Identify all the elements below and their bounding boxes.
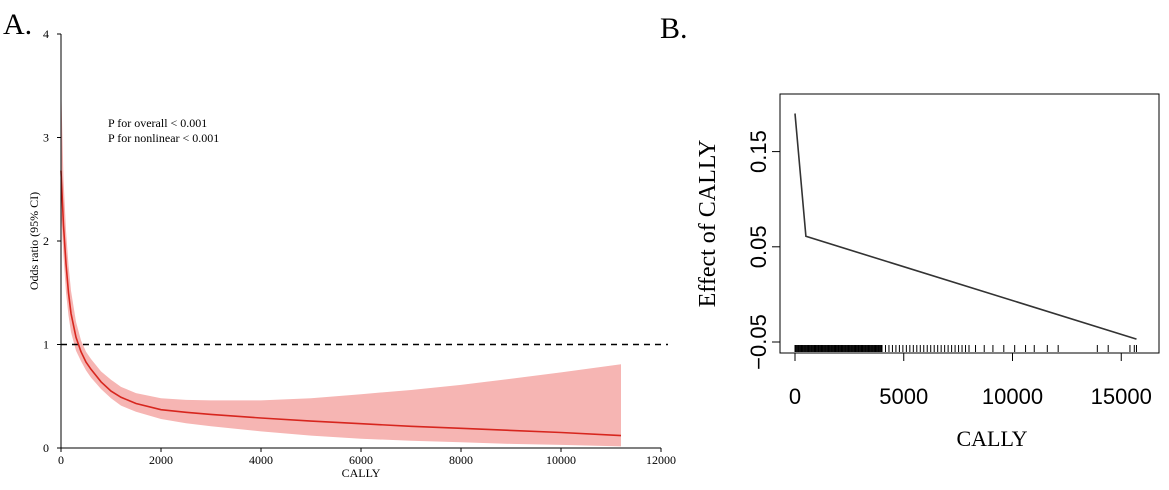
y-tick-label: 3 xyxy=(43,131,49,145)
x-tick-label: 12000 xyxy=(646,453,676,467)
y-axis-label: Effect of CALLY xyxy=(695,140,721,308)
x-tick-label: 2000 xyxy=(149,453,173,467)
y-tick-label: 4 xyxy=(43,27,49,41)
effect-line xyxy=(794,113,1137,340)
y-tick-label: −0.05 xyxy=(746,314,771,370)
x-axis-label: CALLY xyxy=(342,466,381,480)
panel-a-label: A. xyxy=(3,8,32,41)
x-tick-label: 15000 xyxy=(1091,384,1152,409)
x-tick-label: 10000 xyxy=(546,453,576,467)
plot-frame xyxy=(779,93,1160,354)
x-tick-label: 5000 xyxy=(879,384,928,409)
x-tick-label: 6000 xyxy=(349,453,373,467)
annotation-overall: P for overall < 0.001 xyxy=(108,116,207,130)
x-ticks: 0 5000 10000 15000 xyxy=(789,352,1152,409)
y-tick-label: 2 xyxy=(43,234,49,248)
x-tick-label: 4000 xyxy=(249,453,273,467)
odds-ratio-curve xyxy=(60,170,622,437)
x-tick-label: 10000 xyxy=(982,384,1043,409)
x-tick-label: 0 xyxy=(789,384,801,409)
y-ticks: −0.05 0.05 0.15 xyxy=(746,130,781,370)
panel-b-label: B. xyxy=(660,12,688,45)
x-tick-label: 8000 xyxy=(449,453,473,467)
y-tick-label: 1 xyxy=(43,338,49,352)
x-axis-label: CALLY xyxy=(956,426,1027,451)
confidence-band xyxy=(61,80,621,447)
x-tick-label: 0 xyxy=(58,453,64,467)
panel-b-chart: 0 5000 10000 15000 −0.05 0.05 0.15 CALLY Effe… xyxy=(695,93,1160,451)
x-ticks: 0 2000 4000 6000 8000 10000 12000 xyxy=(58,448,676,467)
y-tick-label: 0 xyxy=(43,441,49,455)
y-axis-label: Odds ratio (95% CI) xyxy=(27,192,41,290)
y-tick-label: 0.05 xyxy=(746,225,771,268)
rug-marks xyxy=(794,345,1137,352)
y-tick-label: 0.15 xyxy=(746,130,771,173)
annotation-nonlinear: P for nonlinear < 0.001 xyxy=(108,131,219,145)
y-ticks: 0 1 2 3 4 xyxy=(43,27,61,455)
